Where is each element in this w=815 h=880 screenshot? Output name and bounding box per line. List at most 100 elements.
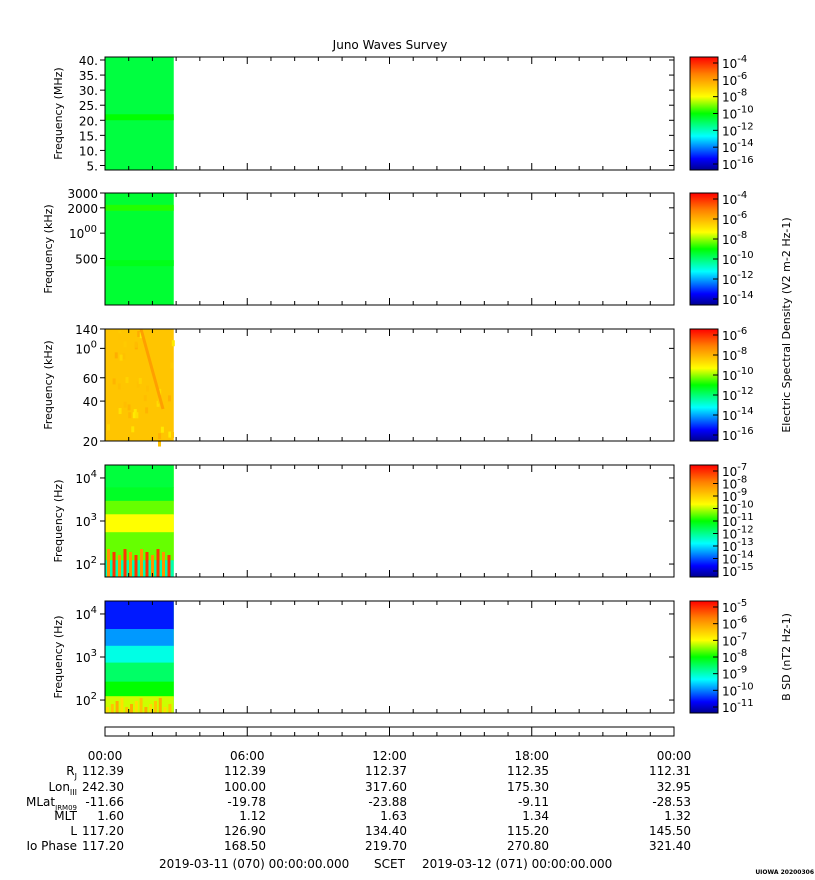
- ephemeris-label-l: L: [70, 824, 77, 838]
- ephemeris-value: 175.30: [507, 780, 549, 794]
- spectrogram-burst: [125, 707, 128, 713]
- spectrogram-speckle: [122, 382, 125, 388]
- y-tick-label: 104: [75, 469, 97, 486]
- spectrogram-burst: [157, 549, 160, 577]
- ephemeris-value: -9.11: [518, 795, 549, 809]
- spectrogram-speckle: [115, 352, 118, 358]
- ephemeris-value: 100.00: [224, 780, 266, 794]
- spectrogram-burst: [124, 549, 127, 577]
- ephemeris-value: 112.31: [649, 764, 691, 778]
- footer-start-time: 2019-03-11 (070) 00:00:00.000: [159, 857, 349, 871]
- colorbar-gradient: [690, 193, 718, 305]
- y-axis-label: Frequency (kHz): [42, 340, 55, 429]
- footer-scet-label: SCET: [374, 857, 406, 871]
- spectrogram-burst: [154, 701, 157, 713]
- spectrogram-burst: [168, 555, 171, 577]
- y-axis-label: Frequency (Hz): [52, 480, 65, 563]
- colorbar-tick-label: 10-8: [722, 648, 747, 665]
- spectrogram-speckle: [161, 427, 164, 433]
- colorbar-tick-label: 10-6: [722, 210, 747, 227]
- ephemeris-label-io-phase: Io Phase: [26, 839, 77, 853]
- spectrogram-speckle: [120, 355, 123, 361]
- spectrogram-band: [105, 465, 174, 488]
- spectrogram-band: [105, 696, 174, 713]
- colorbar-tick-label: 10-11: [722, 698, 754, 715]
- colorbar-tick-label: 10-10: [722, 105, 754, 122]
- colorbar-tick-label: 10-12: [722, 121, 754, 138]
- spectrogram-burst: [164, 707, 167, 713]
- ephemeris-value: 112.39: [224, 764, 266, 778]
- spectrogram-burst: [135, 701, 138, 713]
- spectrogram-burst: [162, 552, 165, 577]
- colorbar-tick-label: 10-12: [722, 270, 754, 287]
- spectrogram-speckle: [171, 432, 174, 438]
- spectrogram-speckle: [131, 426, 134, 432]
- spectrogram-speckle: [165, 403, 168, 409]
- spectrogram-speckle: [133, 412, 136, 418]
- ephemeris-value: 1.60: [97, 809, 124, 823]
- ephemeris-value: -11.66: [85, 795, 124, 809]
- colorbar-tick-label: 10-6: [722, 615, 747, 632]
- y-tick-label: 10.: [79, 144, 98, 158]
- y-tick-label: 20: [83, 435, 98, 449]
- y-axis-label: Frequency (Hz): [52, 616, 65, 699]
- spectrogram-panel-1: 40.35.30.25.20.15.10.5. Frequency (MHz) 10…: [52, 54, 754, 173]
- time-tick-label: 06:00: [230, 749, 265, 763]
- ephemeris-value: 242.30: [82, 780, 124, 794]
- y-tick-label: 102: [75, 691, 97, 708]
- y-tick-label: 102: [75, 555, 97, 572]
- y-tick-label: 103: [75, 648, 97, 665]
- y-tick-label: 40.: [79, 54, 98, 68]
- spectrogram-burst: [168, 704, 171, 713]
- y-tick-label: 35.: [79, 69, 98, 83]
- spectrogram-speckle: [139, 378, 142, 384]
- colorbar-tick-label: 10-7: [722, 631, 747, 648]
- spectrogram-speckle: [172, 340, 175, 346]
- ephemeris-value: -28.53: [652, 795, 691, 809]
- y-tick-label: 103: [75, 512, 97, 529]
- spectrogram-speckle: [146, 386, 149, 392]
- colorbar-tick-label: 10-10: [722, 366, 754, 383]
- spectrogram-speckle: [107, 424, 110, 430]
- panel-frame: [105, 193, 674, 305]
- spectrogram-burst: [113, 552, 116, 577]
- spectrogram-speckle: [128, 412, 131, 418]
- ephemeris-table: RJ LonIII MLatJRM09 MLT L Io Phase 112.3…: [26, 764, 691, 853]
- spectrogram-speckle: [135, 342, 138, 348]
- spectrogram-band: [105, 682, 174, 697]
- y-tick-label: 3000: [67, 187, 98, 201]
- spectrogram-burst: [135, 555, 138, 577]
- ephemeris-value: 168.50: [224, 839, 266, 853]
- colorbar-tick-label: 10-16: [722, 426, 754, 443]
- spectrogram-speckle: [122, 353, 125, 359]
- colorbar-2: 10-4 10-6 10-8 10-10 10-12 10-14: [690, 190, 754, 307]
- spectrogram-band: [105, 629, 174, 646]
- colorbar-label-magnetic: B SD (nT2 Hz-1): [780, 613, 793, 701]
- colorbar-label-electric: Electric Spectral Density (V2 m-2 Hz-1): [780, 217, 793, 432]
- colorbar-5: 10-510-610-710-810-910-1010-11: [690, 598, 754, 715]
- y-tick-label: 100: [75, 339, 97, 356]
- colorbar-tick-label: 10-10: [722, 250, 754, 267]
- spectrogram-speckle: [124, 402, 127, 408]
- ephemeris-value: -23.88: [368, 795, 407, 809]
- time-tick-label: 00:00: [657, 749, 692, 763]
- spectrogram-burst: [149, 704, 152, 713]
- ephemeris-row-labels: RJ LonIII MLatJRM09 MLT L Io Phase: [26, 764, 78, 853]
- y-tick-label: 140: [75, 323, 98, 337]
- spectrogram-band: [105, 646, 174, 663]
- spectrogram-burst: [144, 707, 147, 713]
- ephemeris-value: 1.12: [239, 809, 266, 823]
- spectrogram-speckle: [118, 333, 121, 339]
- ephemeris-value: 112.39: [82, 764, 124, 778]
- colorbar-tick-label: 10-12: [722, 386, 754, 403]
- spectrogram-speckle: [137, 331, 140, 337]
- colorbar-tick-label: 10-8: [722, 88, 747, 105]
- ephemeris-label-rj: RJ: [66, 764, 77, 781]
- ephemeris-value: 1.34: [522, 809, 549, 823]
- ephemeris-value: 117.20: [82, 839, 124, 853]
- spectrogram-data-region: [105, 57, 174, 170]
- ephemeris-value: 321.40: [649, 839, 691, 853]
- emission-band: [105, 114, 174, 120]
- spectrogram-speckle: [126, 377, 129, 383]
